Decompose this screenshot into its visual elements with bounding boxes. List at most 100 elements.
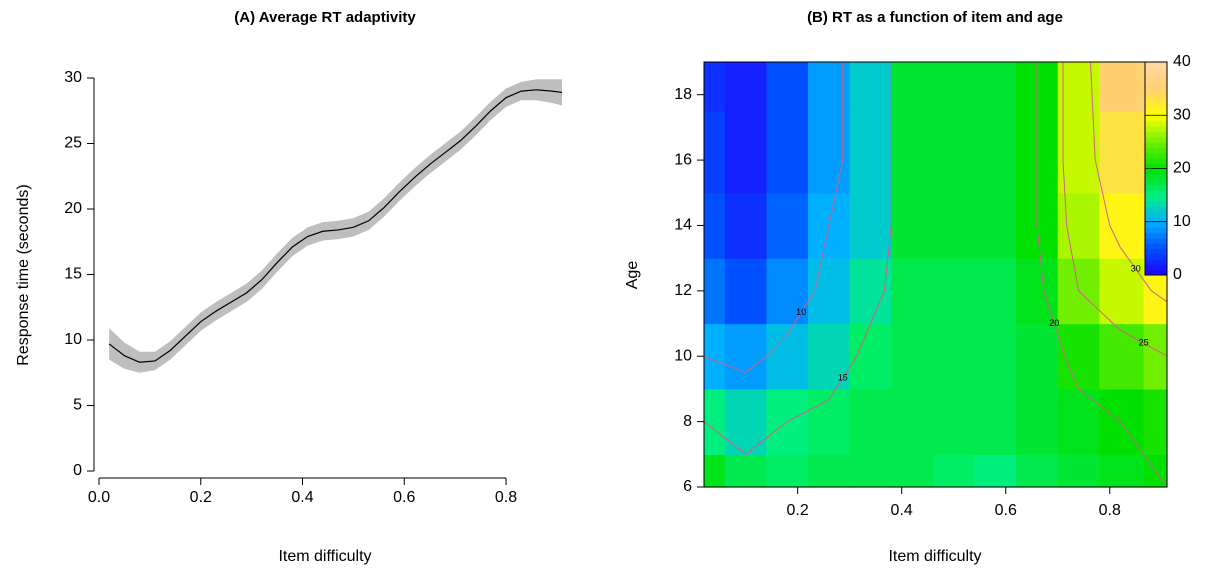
- x-axis-label: Item difficulty: [278, 548, 371, 565]
- colorbar-swatch: [1145, 83, 1167, 90]
- heat-cell: [974, 388, 1017, 455]
- colorbar-swatch: [1145, 67, 1167, 74]
- heat-cell: [974, 323, 1017, 390]
- heat-cell: [724, 111, 768, 194]
- contour-label: 30: [1131, 263, 1141, 273]
- heat-cell: [891, 111, 934, 194]
- colorbar-swatch: [1145, 243, 1167, 249]
- heat-cell: [849, 192, 892, 259]
- x-tick-label: 0.4: [291, 489, 313, 506]
- heat-cell: [704, 258, 726, 325]
- heat-cell: [1099, 258, 1145, 325]
- colorbar-swatch: [1145, 221, 1167, 228]
- heat-cell: [766, 62, 809, 112]
- colorbar-swatch: [1145, 248, 1167, 255]
- colorbar-swatch: [1145, 120, 1167, 127]
- contour-label: 10: [796, 307, 806, 317]
- colorbar-swatch: [1145, 269, 1167, 276]
- heat-cell: [766, 258, 809, 325]
- colorbar-swatch: [1145, 104, 1167, 111]
- heat-cell: [932, 258, 976, 325]
- colorbar-swatch: [1145, 232, 1167, 239]
- heat-cell: [724, 192, 768, 259]
- panel-title: (B) RT as a function of item and age: [807, 9, 1063, 26]
- colorbar-swatch: [1145, 184, 1167, 191]
- heat-cell: [704, 323, 726, 390]
- colorbar-swatch: [1145, 152, 1167, 159]
- heat-cell: [932, 192, 976, 259]
- heat-cell: [849, 388, 892, 455]
- colorbar-swatch: [1145, 147, 1167, 154]
- colorbar-label: 0: [1173, 266, 1182, 283]
- heat-cell: [1057, 323, 1100, 390]
- colorbar-swatch: [1145, 189, 1167, 196]
- heat-cell: [766, 192, 809, 259]
- heat-cell: [932, 388, 976, 455]
- colorbar-label: 40: [1173, 53, 1191, 70]
- y-tick-label: 8: [683, 413, 692, 430]
- y-tick-label: 20: [64, 200, 82, 217]
- x-axis-label: Item difficulty: [888, 548, 981, 565]
- y-tick-label: 5: [73, 397, 82, 414]
- colorbar-swatch: [1145, 157, 1167, 164]
- heat-cell: [891, 62, 934, 112]
- colorbar-swatch: [1145, 109, 1167, 116]
- heat-cell: [891, 192, 934, 259]
- colorbar-swatch: [1145, 125, 1167, 132]
- heat-cell: [1016, 454, 1059, 488]
- contour-label: 15: [838, 372, 848, 382]
- y-tick-label: 30: [64, 69, 82, 86]
- heat-cell: [808, 323, 851, 390]
- y-tick-label: 16: [674, 151, 692, 168]
- contour-line: [1036, 62, 1168, 488]
- heat-cell: [1057, 62, 1100, 112]
- heat-cell: [704, 62, 726, 112]
- x-tick-label: 0.2: [787, 502, 809, 519]
- x-tick-label: 0.2: [190, 489, 212, 506]
- x-tick-label: 0.6: [995, 502, 1017, 519]
- contour-line: [1089, 61, 1168, 303]
- colorbar-swatch: [1145, 62, 1167, 68]
- colorbar-swatch: [1145, 99, 1167, 106]
- heat-cell: [724, 323, 768, 390]
- colorbar-swatch: [1145, 205, 1167, 212]
- heat-cell: [704, 388, 726, 455]
- colorbar-swatch: [1145, 141, 1167, 148]
- colorbar-swatch: [1145, 88, 1167, 95]
- colorbar-swatch: [1145, 179, 1167, 185]
- heat-cell: [932, 323, 976, 390]
- heat-cell: [1016, 323, 1059, 390]
- heat-cell: [724, 454, 768, 488]
- heat-cell: [704, 454, 726, 488]
- heat-cell: [849, 111, 892, 194]
- y-axis-label: Age: [624, 261, 641, 290]
- heat-cell: [974, 258, 1017, 325]
- colorbar-swatch: [1145, 163, 1167, 169]
- heat-cell: [974, 111, 1017, 194]
- x-tick-label: 0.8: [1099, 502, 1121, 519]
- heat-cell: [1099, 111, 1145, 194]
- heat-cell: [808, 454, 851, 488]
- heat-cell: [849, 258, 892, 325]
- colorbar-swatch: [1145, 195, 1167, 201]
- colorbar-swatch: [1145, 227, 1167, 233]
- heat-cell: [704, 111, 726, 194]
- colorbar-swatch: [1145, 173, 1167, 180]
- heat-cell: [891, 454, 934, 488]
- y-tick-label: 18: [674, 86, 692, 103]
- heat-cell: [724, 258, 768, 325]
- colorbar-swatch: [1145, 77, 1167, 84]
- heat-cell: [891, 388, 934, 455]
- heat-cell: [724, 388, 768, 455]
- colorbar-swatch: [1145, 131, 1167, 138]
- heat-cell: [974, 62, 1017, 112]
- colorbar-swatch: [1145, 136, 1167, 143]
- x-tick-label: 0.0: [88, 489, 110, 506]
- heat-cell: [1099, 192, 1145, 259]
- y-axis-label: Response time (seconds): [15, 184, 32, 365]
- heat-cell: [1143, 323, 1168, 390]
- colorbar-swatch: [1145, 259, 1167, 265]
- heat-cell: [849, 62, 892, 112]
- heat-cell: [891, 323, 934, 390]
